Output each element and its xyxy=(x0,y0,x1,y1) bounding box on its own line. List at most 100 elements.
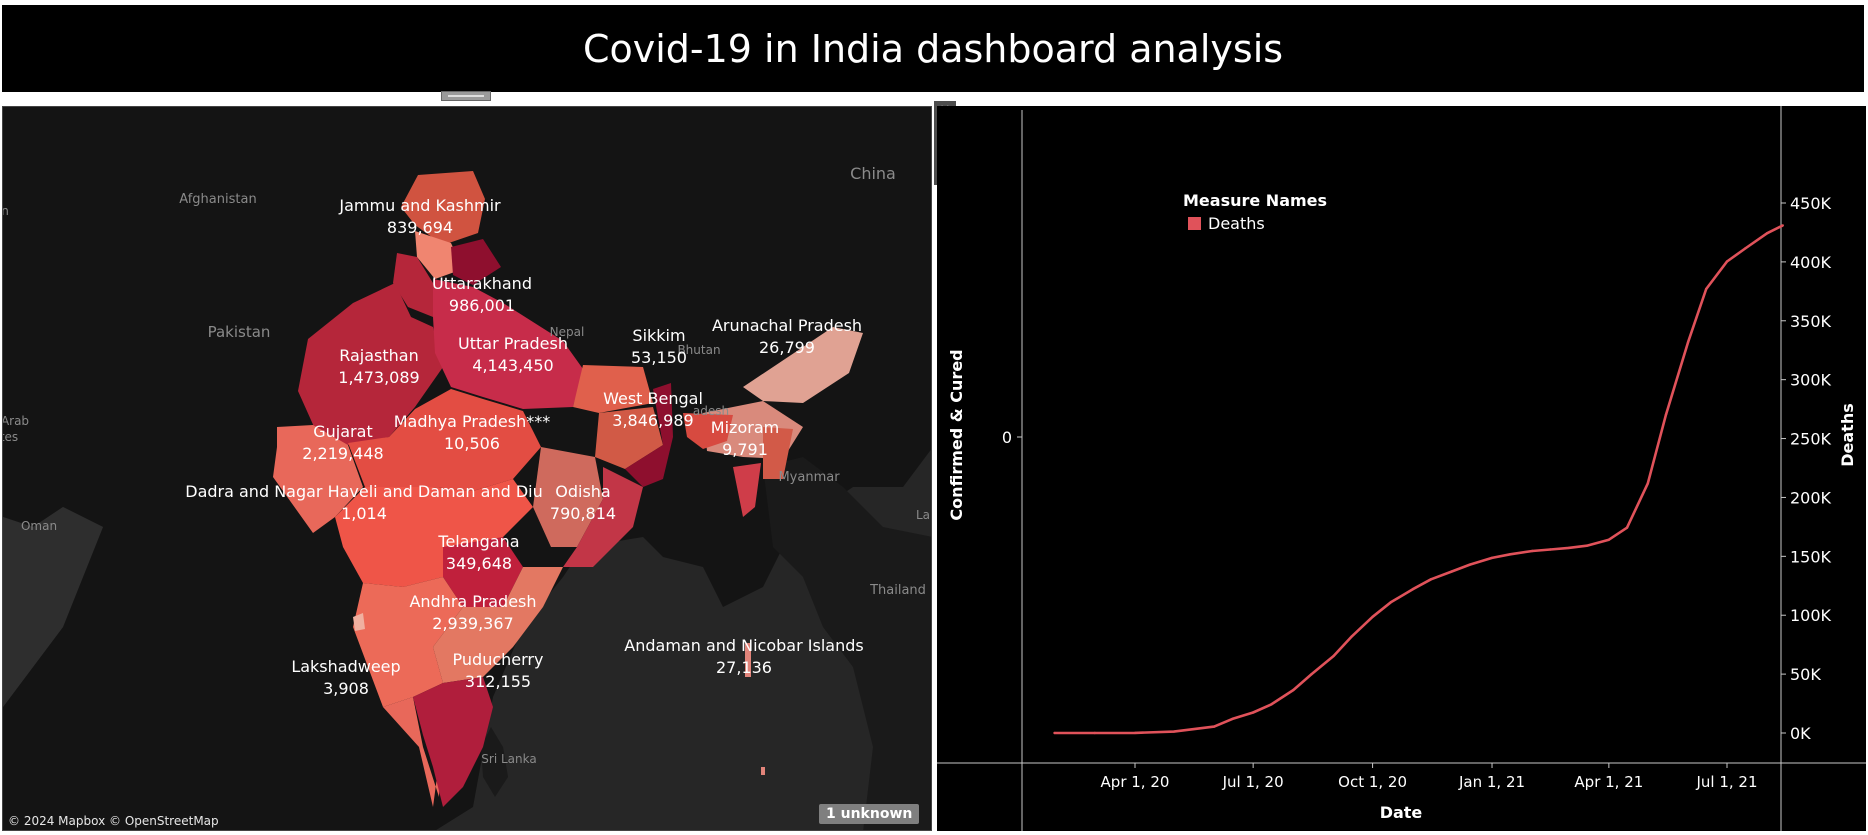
right-tick-label-50k: 50K xyxy=(1790,665,1821,684)
country-label-china: China xyxy=(850,164,896,183)
state-value-arunachal-pradesh: 26,799 xyxy=(759,338,815,357)
right-tick-label-450k: 450K xyxy=(1790,194,1832,213)
state-value-andhra-pradesh: 2,939,367 xyxy=(432,614,513,633)
country-label-afghanistan: Afghanistan xyxy=(179,192,256,207)
state-value-andaman-and-nicobar-islands: 27,136 xyxy=(716,658,772,677)
data-point-deaths-32 xyxy=(1766,232,1769,235)
data-point-deaths-4 xyxy=(1213,725,1216,728)
state-west-bengal[interactable] xyxy=(625,383,673,487)
data-point-deaths-8 xyxy=(1292,688,1295,692)
data-point-deaths-12 xyxy=(1371,615,1374,618)
data-point-deaths-13 xyxy=(1389,601,1392,604)
data-point-deaths-0 xyxy=(1053,731,1056,735)
country-label-sri-lanka: Sri Lanka xyxy=(481,752,536,766)
state-madhya-pradesh[interactable] xyxy=(348,389,541,491)
state-value-uttarakhand: 986,001 xyxy=(449,296,515,315)
state-value-gujarat: 2,219,448 xyxy=(302,444,383,463)
country-label-n: n xyxy=(3,204,9,218)
data-point-deaths-16 xyxy=(1450,570,1453,573)
sea xyxy=(3,507,103,707)
state-uttarakhand[interactable] xyxy=(451,239,501,285)
state-value-west-bengal: 3,846,989 xyxy=(612,411,693,430)
state-manipur-nagaland[interactable] xyxy=(763,427,793,479)
state-label-uttar-pradesh: Uttar Pradesh xyxy=(458,334,568,353)
data-point-deaths-30 xyxy=(1725,260,1729,263)
x-tick-label-oct-1-20: Oct 1, 20 xyxy=(1338,773,1407,791)
state-label-sikkim: Sikkim xyxy=(632,326,685,345)
country-label-la: La xyxy=(916,508,930,522)
state-label-mizoram: Mizoram xyxy=(711,418,779,437)
country-label-arab: Arab xyxy=(3,414,29,428)
state-punjab-haryana[interactable] xyxy=(393,253,433,317)
state-himachal[interactable] xyxy=(415,231,463,279)
unknown-badge[interactable]: 1 unknown xyxy=(819,804,920,824)
dashboard-title-bar: Covid-19 in India dashboard analysis xyxy=(2,5,1864,92)
state-tamil-nadu[interactable] xyxy=(413,677,493,807)
southeast-asia-shape xyxy=(763,457,931,830)
data-point-deaths-26 xyxy=(1646,482,1649,485)
state-value-odisha: 790,814 xyxy=(550,504,616,523)
deaths-line-chart[interactable]: Apr 1, 20 Jul 1, 20 Oct 1, 20 Jan 1, 21 Apr … xyxy=(937,106,1866,831)
state-label-rajasthan: Rajasthan xyxy=(339,346,419,365)
x-tick-label-jan-1-21: Jan 1, 21 xyxy=(1458,773,1525,791)
state-value-uttar-pradesh: 4,143,450 xyxy=(472,356,553,375)
data-point-deaths-31 xyxy=(1744,247,1747,250)
state-telangana[interactable] xyxy=(443,537,523,607)
data-point-deaths-25 xyxy=(1625,526,1629,529)
legend-title: Measure Names xyxy=(1183,191,1327,210)
state-chhattisgarh[interactable] xyxy=(533,447,603,547)
india-map[interactable]: China Afghanistan Pakistan Nepal Bhutan Myanm… xyxy=(3,107,932,831)
state-tripura-meghalaya[interactable] xyxy=(683,413,733,449)
deaths-chart-panel[interactable]: Apr 1, 20 Jul 1, 20 Oct 1, 20 Jan 1, 21 Apr … xyxy=(937,106,1866,831)
sri-lanka-shape xyxy=(481,727,508,797)
state-mizoram[interactable] xyxy=(733,463,761,517)
state-arunachal[interactable] xyxy=(743,327,863,403)
state-rajasthan[interactable] xyxy=(298,283,443,445)
state-label-telangana: Telangana xyxy=(437,532,519,551)
state-kerala[interactable] xyxy=(383,697,441,807)
state-label-uttarakhand: Uttarakhand xyxy=(432,274,532,293)
right-tick-label-150k: 150K xyxy=(1790,547,1832,566)
x-tick-label-apr-1-21: Apr 1, 21 xyxy=(1574,773,1643,791)
state-jharkhand[interactable] xyxy=(595,407,663,469)
state-andhra-pradesh[interactable] xyxy=(433,567,563,683)
country-label-thailand: Thailand xyxy=(869,583,926,598)
state-label-west-bengal: West Bengal xyxy=(603,389,703,408)
nicobar-islands[interactable] xyxy=(761,767,765,775)
left-axis-title: Confirmed & Cured xyxy=(947,349,966,520)
state-value-sikkim: 53,150 xyxy=(631,348,687,367)
right-tick-label-400k: 400K xyxy=(1790,253,1832,272)
data-point-deaths-3 xyxy=(1172,730,1176,733)
state-label-gujarat: Gujarat xyxy=(313,422,372,441)
state-uttar-pradesh[interactable] xyxy=(433,279,583,409)
right-tick-label-350k: 350K xyxy=(1790,312,1832,331)
data-point-deaths-14 xyxy=(1411,588,1414,591)
x-tick-label-jul-1-20: Jul 1, 20 xyxy=(1222,773,1284,791)
state-bihar[interactable] xyxy=(573,365,653,413)
state-label-odisha: Odisha xyxy=(555,482,610,501)
legend-swatch-deaths xyxy=(1188,217,1201,230)
data-point-deaths-5 xyxy=(1231,717,1234,721)
data-point-deaths-1 xyxy=(1093,731,1096,735)
data-point-deaths-28 xyxy=(1686,340,1690,344)
andaman-islands[interactable] xyxy=(745,643,751,677)
data-point-deaths-7 xyxy=(1270,703,1273,706)
country-label-adesh: adesh xyxy=(693,404,729,418)
india-map-panel[interactable]: China Afghanistan Pakistan Nepal Bhutan Myanm… xyxy=(2,106,932,831)
state-jammu-kashmir[interactable] xyxy=(401,171,485,245)
state-odisha[interactable] xyxy=(563,467,643,567)
state-label-dadra-and-nagar-haveli-and-daman-and-diu: Dadra and Nagar Haveli and Daman and Diu xyxy=(185,482,542,501)
state-karnataka[interactable] xyxy=(353,577,463,707)
left-tick-label-0: 0 xyxy=(1002,428,1012,447)
state-maharashtra[interactable] xyxy=(335,479,533,587)
dashboard-title: Covid-19 in India dashboard analysis xyxy=(582,27,1284,71)
state-label-andaman-and-nicobar-islands: Andaman and Nicobar Islands xyxy=(624,636,863,655)
data-point-deaths-6 xyxy=(1251,711,1255,714)
x-axis-title: Date xyxy=(1380,803,1423,822)
country-label-tes: tes xyxy=(3,430,18,444)
state-gujarat[interactable] xyxy=(273,425,363,533)
data-point-deaths-2 xyxy=(1133,731,1137,735)
state-goa[interactable] xyxy=(353,613,365,631)
state-value-puducherry: 312,155 xyxy=(465,672,531,691)
resize-grip[interactable] xyxy=(441,91,491,101)
